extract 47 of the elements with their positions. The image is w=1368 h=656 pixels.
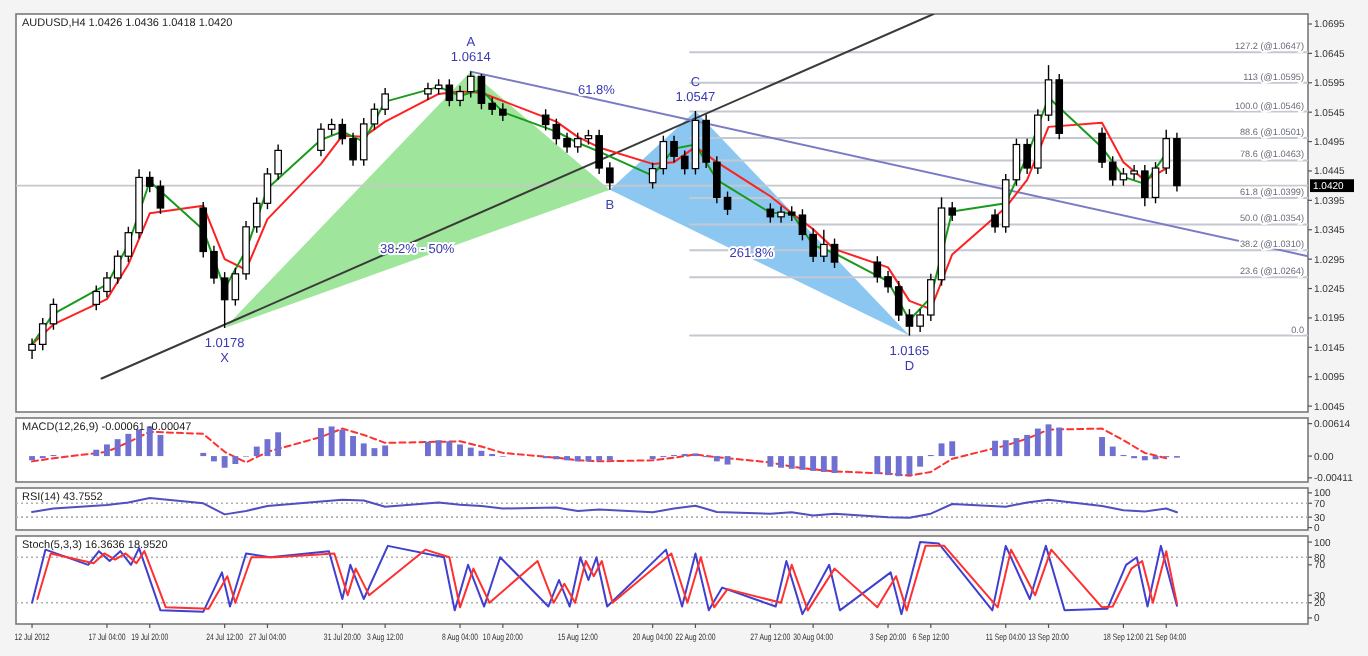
bar [778,456,784,468]
bar [917,456,924,467]
bar [93,449,100,457]
bar [895,456,902,477]
bar [820,456,827,472]
bar [799,456,806,470]
bar [221,456,228,468]
bar [146,426,153,457]
bar [1099,437,1105,457]
bar [1002,440,1009,457]
bar [114,439,121,457]
bar [253,446,260,457]
bar [874,456,881,475]
bar [339,429,346,457]
bar [211,456,217,462]
bar [350,435,356,457]
bar [446,441,453,457]
bar [136,429,142,457]
bar [788,456,795,469]
bar [810,456,817,471]
bar [435,440,442,457]
bar [1056,427,1063,457]
bar [232,456,239,465]
bar [125,433,132,457]
bar [767,456,774,467]
bar [949,441,956,457]
bar [1109,446,1116,457]
bar [713,456,720,462]
bar [275,432,282,457]
bar [574,456,581,462]
bar [318,428,324,457]
bar [478,450,485,457]
bar [885,456,891,476]
bar [382,445,389,457]
bar [425,441,431,457]
bar [992,440,998,457]
bar [467,447,474,457]
bar [328,426,335,457]
bar [724,456,731,465]
bar [1034,428,1041,457]
bar [360,443,367,457]
bar [585,456,592,462]
bar [1024,434,1031,457]
bar [906,456,913,476]
bar [457,444,463,457]
bar [1013,438,1020,457]
bar [104,444,110,457]
